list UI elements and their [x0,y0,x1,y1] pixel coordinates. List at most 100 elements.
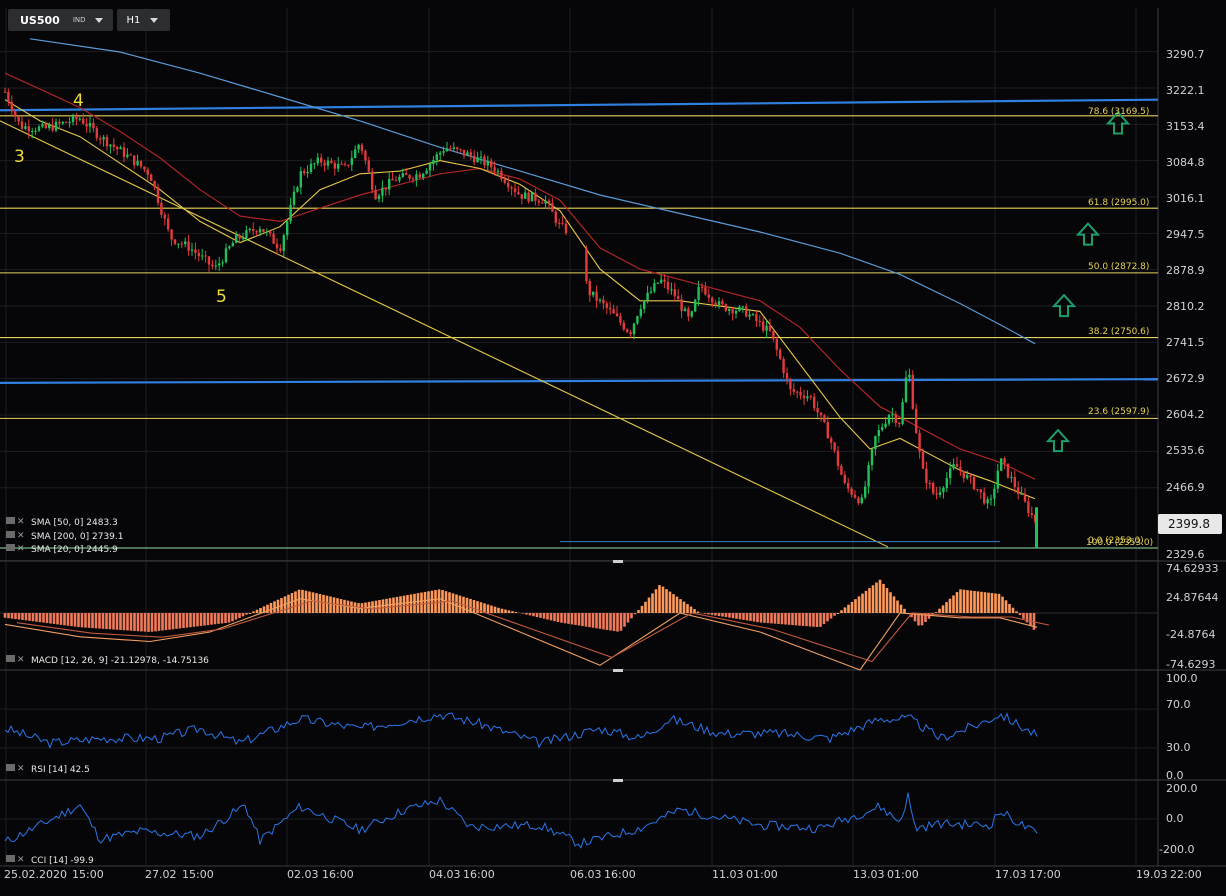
candle-body [177,244,179,245]
candle-body [939,492,941,495]
candle-body [221,262,223,263]
macd-hist-bar [259,608,262,613]
macd-hist-bar [1029,613,1032,626]
time-label: 01:00 [746,868,778,881]
candle-body [687,309,689,317]
cci-tick: -200.0 [1159,843,1194,856]
legend-sma50[interactable]: ✕ SMA [50, 0] 2483.3 [6,517,118,528]
candle-body [449,148,451,149]
candle-body [4,92,6,93]
macd-hist-bar [490,606,493,613]
candle-body [725,304,727,311]
current-price-badge: 2399.8 [1158,514,1222,534]
close-icon[interactable]: ✕ [17,855,25,865]
indicator-settings-icon[interactable] [6,655,15,662]
macd-hist-bar [105,613,108,629]
candle-body [133,155,135,165]
candle-body [408,175,410,178]
legend-sma200[interactable]: ✕ SMA [200, 0] 2739.1 [6,531,124,542]
macd-hist-bar [945,602,948,613]
candle-body [497,171,499,172]
close-icon[interactable]: ✕ [17,544,25,554]
candle-body [160,203,162,215]
candle-body [466,152,468,155]
candle-body [857,498,859,503]
candle-body [663,280,665,282]
macd-hist-bar [186,613,189,628]
macd-hist-bar [67,613,70,626]
candle-body [796,392,798,393]
legend-cci[interactable]: ✕ CCI [14] -99.9 [6,855,94,866]
candle-body [891,414,893,415]
legend-macd[interactable]: ✕ MACD [12, 26, 9] -21.12978, -14.75136 [6,655,209,666]
candle-body [653,283,655,291]
candle-body [143,167,145,170]
macd-hist-bar [161,613,164,631]
macd-hist-bar [623,613,626,627]
close-icon[interactable]: ✕ [17,517,25,527]
legend-sma20[interactable]: ✕ SMA [20, 0] 2445.9 [6,544,118,555]
legend-rsi[interactable]: ✕ RSI [14] 42.5 [6,764,90,775]
macd-hist-bar [340,599,343,613]
candle-body [157,187,159,203]
candle-body [1031,513,1033,515]
candle-body [1000,458,1002,470]
trendline-yellow [0,121,888,547]
close-icon[interactable]: ✕ [17,764,25,774]
close-icon[interactable]: ✕ [17,531,25,541]
indicator-settings-icon[interactable] [6,531,15,538]
candle-body [990,499,992,500]
price-tick: 2741.5 [1166,336,1205,349]
macd-hist-bar [193,613,196,627]
candle-body [963,471,965,478]
candle-body [871,449,873,465]
macd-hist-bar [406,595,409,613]
macd-hist-bar [606,613,609,630]
indicator-settings-icon[interactable] [6,764,15,771]
arrow-shape [1078,224,1098,245]
macd-hist-bar [249,613,252,614]
macd-hist-bar [235,613,238,620]
macd-hist-bar [179,613,182,628]
candle-body [915,409,917,433]
macd-hist-bar [189,613,192,627]
candle-body [973,477,975,489]
candle-body [21,121,23,128]
candle-body [684,309,686,311]
macd-hist-bar [655,589,658,613]
candle-body [912,375,914,409]
candle-body [623,323,625,330]
candle-body [776,339,778,350]
macd-hist-bar [137,613,140,631]
candle-body [660,280,662,283]
candle-body [507,183,509,187]
legend-text: SMA [20, 0] 2445.9 [31,545,118,555]
symbol-selector[interactable]: US500 IND [8,9,113,31]
candle-body [997,471,999,489]
candle-body [657,283,659,284]
candle-body [184,241,186,244]
macd-hist-bar [970,591,973,613]
timeframe-selector[interactable]: H1 [117,9,171,31]
candle-body [925,469,927,483]
candle-body [701,287,703,288]
indicator-settings-icon[interactable] [6,544,15,551]
candle-body [300,171,302,187]
time-label: 16:00 [322,868,354,881]
macd-hist-bar [175,613,178,629]
candle-body [364,151,366,161]
macd-hist-bar [851,602,854,613]
candle-body [89,123,91,127]
close-icon[interactable]: ✕ [17,655,25,665]
indicator-settings-icon[interactable] [6,855,15,862]
candle-body [249,229,251,230]
candle-body [381,187,383,195]
indicator-settings-icon[interactable] [6,517,15,524]
macd-hist-bar [693,609,696,613]
candle-body [337,164,339,169]
macd-hist-bar [847,605,850,613]
chevron-down-icon [95,18,103,23]
candle-body [232,243,234,247]
